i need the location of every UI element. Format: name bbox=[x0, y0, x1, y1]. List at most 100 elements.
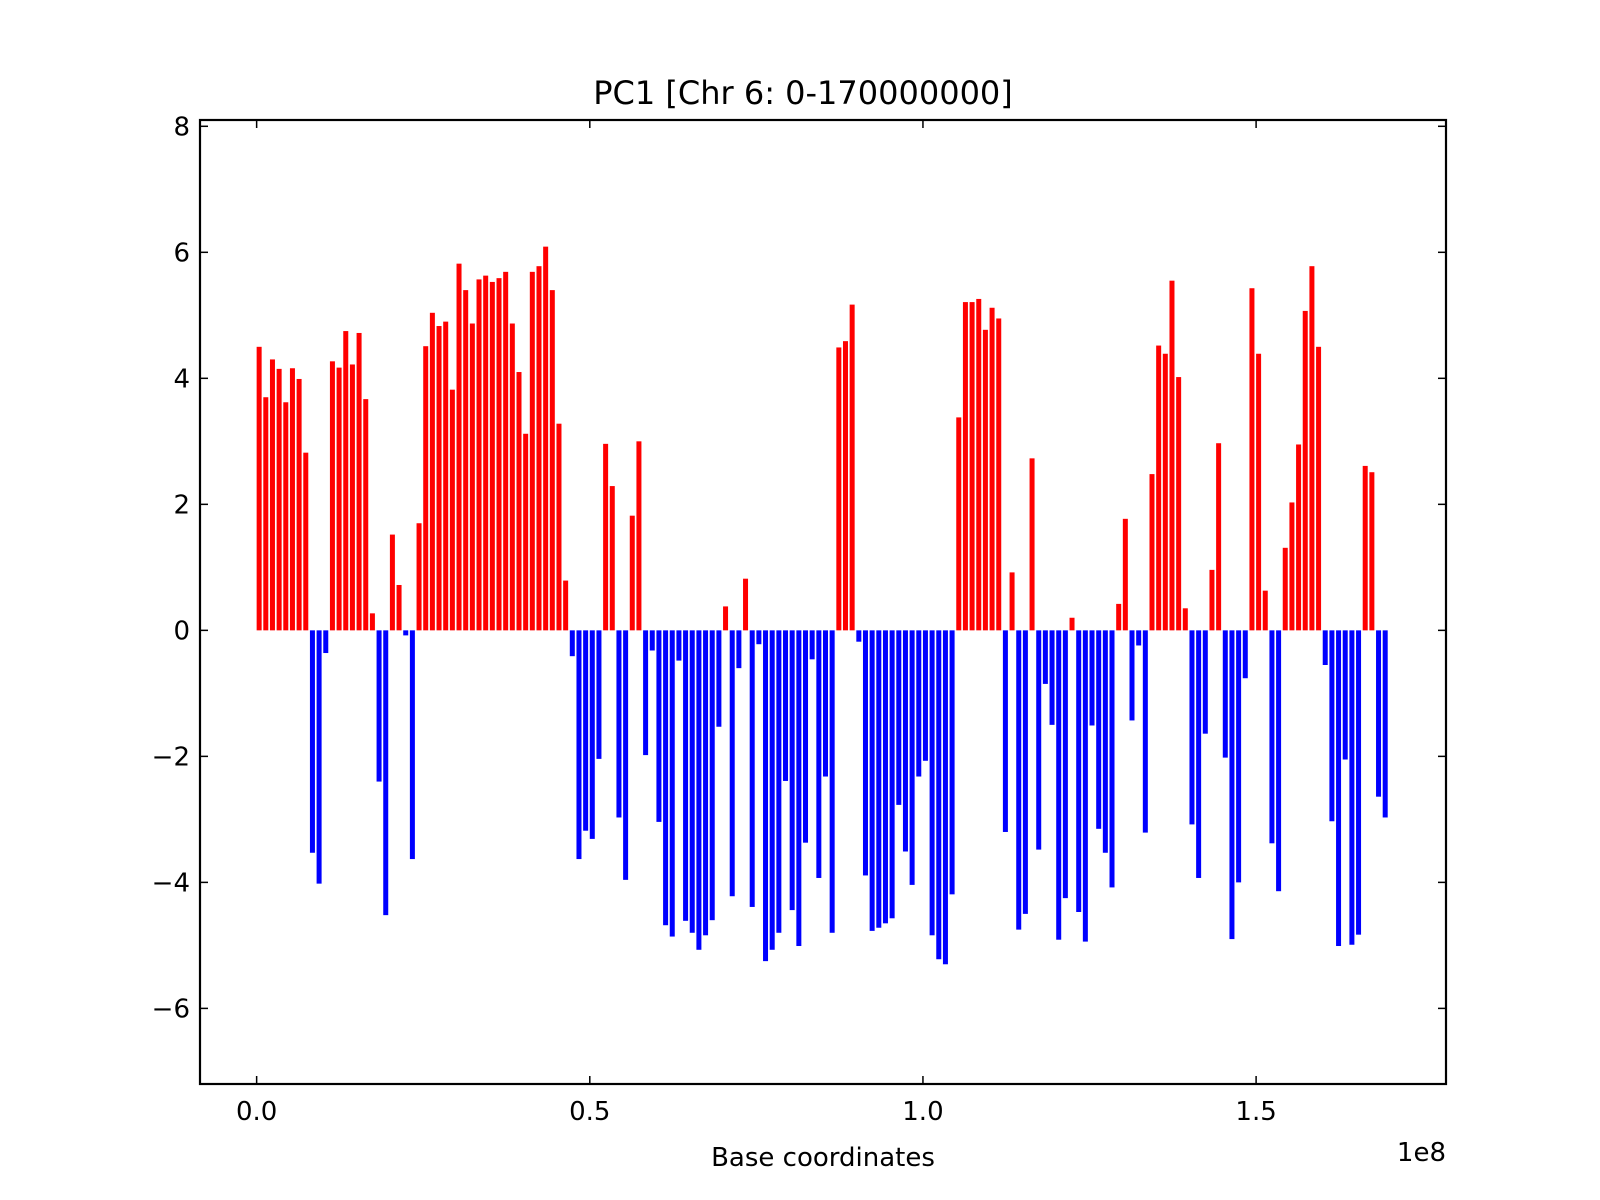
bar-positive bbox=[1156, 345, 1162, 631]
bar-positive bbox=[1116, 603, 1122, 631]
bar-negative bbox=[669, 630, 675, 937]
bar-positive bbox=[1122, 518, 1128, 631]
bar-positive bbox=[609, 486, 615, 631]
bar-positive bbox=[416, 523, 422, 631]
bar-positive bbox=[296, 378, 302, 631]
bar-positive bbox=[743, 578, 749, 631]
bar-positive bbox=[1069, 617, 1075, 631]
bar-negative bbox=[716, 630, 722, 727]
bar-positive bbox=[503, 271, 509, 631]
bar-positive bbox=[842, 341, 848, 631]
bar-negative bbox=[1016, 630, 1022, 930]
bar-positive bbox=[263, 397, 269, 631]
y-tick-label: 4 bbox=[173, 364, 190, 394]
bar-positive bbox=[1262, 590, 1268, 631]
bar-negative bbox=[1036, 630, 1042, 850]
bar-positive bbox=[849, 304, 855, 631]
bar-positive bbox=[1216, 443, 1222, 631]
bar-negative bbox=[316, 630, 322, 884]
bar-negative bbox=[1196, 630, 1202, 878]
bar-negative bbox=[809, 630, 815, 660]
bar-negative bbox=[1189, 630, 1195, 825]
bar-negative bbox=[569, 630, 575, 657]
bar-positive bbox=[836, 347, 842, 631]
bar-positive bbox=[536, 266, 542, 631]
bar-positive bbox=[1009, 572, 1015, 631]
bar-positive bbox=[429, 312, 435, 631]
y-tick-label: −4 bbox=[152, 868, 190, 898]
bar-negative bbox=[1269, 630, 1275, 844]
bar-negative bbox=[783, 630, 789, 781]
bar-negative bbox=[796, 630, 802, 947]
bar-positive bbox=[1369, 472, 1375, 631]
bar-positive bbox=[723, 606, 729, 631]
bar-positive bbox=[1309, 266, 1315, 631]
bar-positive bbox=[956, 417, 962, 631]
bar-negative bbox=[1242, 630, 1248, 679]
bar-positive bbox=[543, 246, 549, 631]
y-tick-label: −2 bbox=[152, 742, 190, 772]
bar-negative bbox=[1276, 630, 1282, 892]
bar-negative bbox=[409, 630, 415, 860]
y-tick-label: 8 bbox=[173, 112, 190, 142]
bar-positive bbox=[443, 321, 449, 631]
bar-positive bbox=[516, 372, 522, 631]
bar-positive bbox=[1209, 569, 1215, 631]
bar-negative bbox=[589, 630, 595, 839]
bar-negative bbox=[383, 630, 389, 916]
bar-negative bbox=[576, 630, 582, 860]
bar-positive bbox=[1249, 288, 1255, 631]
bar-negative bbox=[896, 630, 902, 805]
bar-positive bbox=[469, 323, 475, 631]
bar-negative bbox=[696, 630, 702, 950]
bar-negative bbox=[1222, 630, 1228, 758]
bar-positive bbox=[389, 534, 395, 631]
bar-negative bbox=[1336, 630, 1342, 947]
bar-negative bbox=[1142, 630, 1148, 833]
bar-negative bbox=[649, 630, 655, 651]
bar-positive bbox=[563, 580, 569, 631]
x-tick-label: 0.0 bbox=[236, 1097, 277, 1127]
bar-negative bbox=[1236, 630, 1242, 883]
bar-negative bbox=[643, 630, 649, 756]
bar-positive bbox=[1029, 458, 1035, 631]
y-tick-label: 6 bbox=[173, 238, 190, 268]
bar-negative bbox=[1042, 630, 1048, 684]
bar-positive bbox=[463, 290, 469, 631]
bar-negative bbox=[909, 630, 915, 885]
bar-negative bbox=[936, 630, 942, 960]
bar-positive bbox=[1316, 346, 1322, 631]
bar-negative bbox=[736, 630, 742, 669]
bar-positive bbox=[1302, 310, 1308, 631]
bar-positive bbox=[636, 441, 642, 631]
bar-negative bbox=[876, 630, 882, 928]
bar-negative bbox=[1376, 630, 1382, 797]
plot-frame bbox=[198, 118, 1448, 1086]
bar-negative bbox=[776, 630, 782, 933]
bar-positive bbox=[269, 359, 275, 631]
bar-negative bbox=[309, 630, 315, 853]
bar-negative bbox=[1349, 630, 1355, 945]
bar-positive bbox=[962, 302, 968, 631]
bar-negative bbox=[889, 630, 895, 919]
bar-positive bbox=[343, 331, 349, 631]
bar-positive bbox=[1282, 547, 1288, 631]
bar-positive bbox=[456, 263, 462, 631]
bar-positive bbox=[436, 326, 442, 631]
bar-negative bbox=[623, 630, 629, 880]
bar-positive bbox=[976, 298, 982, 631]
bar-positive bbox=[969, 302, 975, 631]
bar-positive bbox=[496, 278, 502, 631]
bar-positive bbox=[489, 281, 495, 631]
bar-positive bbox=[529, 271, 535, 631]
bar-negative bbox=[1056, 630, 1062, 940]
bar-negative bbox=[929, 630, 935, 936]
bar-group bbox=[256, 246, 1388, 965]
bar-positive bbox=[1256, 353, 1262, 631]
bar-negative bbox=[656, 630, 662, 822]
bar-negative bbox=[882, 630, 888, 924]
bar-negative bbox=[596, 630, 602, 759]
bar-negative bbox=[756, 630, 762, 645]
